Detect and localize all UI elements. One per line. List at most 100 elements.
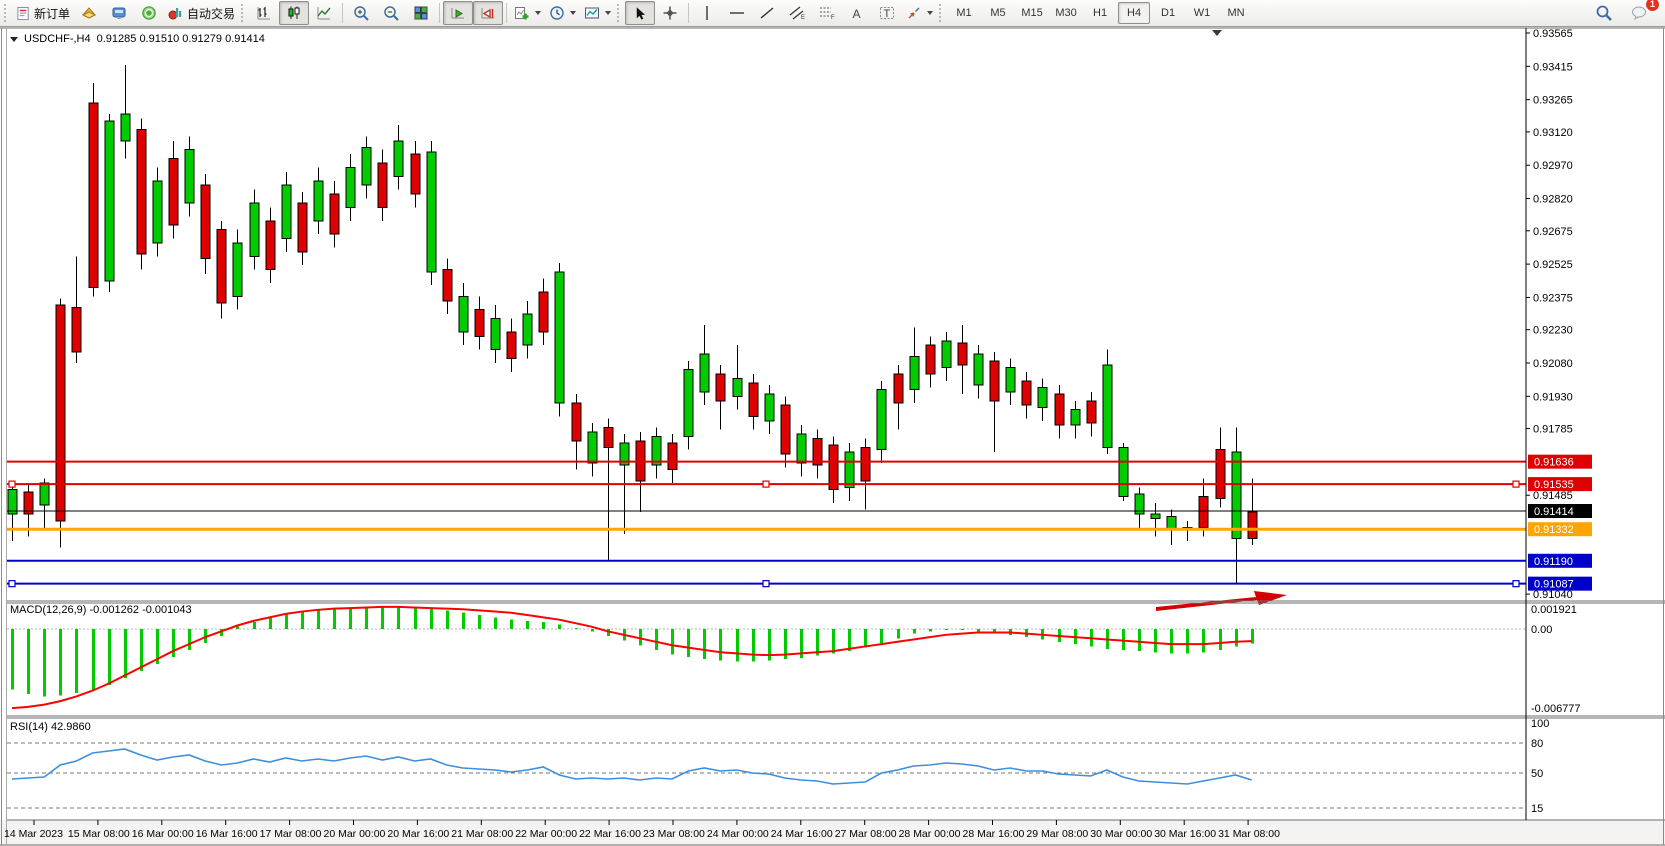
signals-button[interactable] bbox=[134, 1, 164, 25]
arrows-button[interactable] bbox=[902, 1, 937, 25]
community-button[interactable] bbox=[74, 1, 104, 25]
timeframe-toolbar: M1 M5 M15 M30 H1 H4 D1 W1 MN bbox=[947, 2, 1253, 24]
time-axis-strip[interactable] bbox=[0, 820, 1665, 846]
chart-title: USDCHF-,H4 0.91285 0.91510 0.91279 0.914… bbox=[10, 33, 265, 45]
candle-body bbox=[603, 426, 614, 448]
timeframe-button-mn[interactable]: MN bbox=[1227, 7, 1245, 19]
fibonacci-button[interactable]: F bbox=[812, 1, 842, 25]
text-button[interactable]: A bbox=[842, 1, 872, 25]
price-tick-label: 0.91785 bbox=[1533, 424, 1573, 436]
periods-button[interactable] bbox=[545, 1, 580, 25]
time-tick-label: 27 Mar 08:00 bbox=[835, 828, 897, 840]
time-tick-label: 24 Mar 00:00 bbox=[707, 828, 769, 840]
candle-body bbox=[297, 202, 308, 253]
hline-handle[interactable] bbox=[1512, 480, 1520, 488]
cursor-button[interactable] bbox=[625, 1, 656, 25]
auto-scroll-button[interactable] bbox=[443, 1, 474, 25]
timeframe-button-m1[interactable]: M1 bbox=[956, 7, 972, 19]
hline-handle[interactable] bbox=[8, 480, 16, 488]
price-tag bbox=[1528, 553, 1592, 568]
candle-body bbox=[699, 353, 710, 393]
bars-chart-button[interactable] bbox=[249, 1, 279, 25]
crosshair-button[interactable] bbox=[655, 1, 685, 25]
templates-button[interactable] bbox=[580, 1, 615, 25]
timeframe-button-w1[interactable]: W1 bbox=[1193, 7, 1211, 19]
candlesticks bbox=[7, 65, 1258, 583]
candle-body bbox=[104, 120, 115, 282]
macd-indicator-label: MACD(12,26,9) -0.001262 -0.001043 bbox=[10, 604, 192, 616]
toolbar: 新订单 自动交易 bbox=[0, 0, 1665, 27]
svg-text:A: A bbox=[853, 7, 861, 21]
search-button[interactable] bbox=[1589, 1, 1619, 25]
candle-body bbox=[506, 331, 517, 360]
candle-body bbox=[538, 291, 549, 333]
line-chart-button[interactable] bbox=[309, 1, 339, 25]
candle-body bbox=[329, 193, 340, 235]
price-tick-label: 0.93415 bbox=[1533, 61, 1573, 73]
line-chart-icon bbox=[316, 5, 332, 21]
auto-scroll-icon bbox=[450, 5, 466, 21]
timeframe-button-m30[interactable]: M30 bbox=[1055, 7, 1077, 19]
notifications-button[interactable]: 1 bbox=[1625, 0, 1660, 25]
toolbar-separator bbox=[342, 3, 344, 23]
price-axis[interactable]: 0.93565 0.93415 0.93265 0.93120 0.92970 0.928… bbox=[1526, 28, 1573, 601]
macd-axis[interactable]: 0.001921 0.00 -0.006777 bbox=[1531, 604, 1581, 715]
hline-handle[interactable] bbox=[762, 480, 770, 488]
rsi-tick-label: 100 bbox=[1531, 718, 1549, 730]
dropdown-arrow-icon bbox=[927, 11, 934, 15]
candle-body bbox=[136, 129, 147, 255]
candle-body bbox=[860, 446, 871, 482]
chart-canvas[interactable]: 0.93565 0.93415 0.93265 0.93120 0.92970 0.928… bbox=[0, 27, 1665, 846]
candle-body bbox=[1247, 511, 1258, 540]
timeframe-button-m5[interactable]: M5 bbox=[990, 7, 1006, 19]
panel-frame bbox=[0, 27, 1665, 846]
chevron-down-icon[interactable] bbox=[10, 36, 18, 42]
candle-body bbox=[732, 378, 743, 397]
time-tick-label: 14 Mar 2023 bbox=[4, 828, 63, 840]
macd-tick-label: 0.00 bbox=[1531, 624, 1552, 636]
candle-body bbox=[780, 404, 791, 455]
candle-body bbox=[71, 306, 82, 353]
rsi-axis[interactable]: 100 80 50 15 bbox=[1531, 718, 1549, 815]
new-order-button[interactable]: 新订单 bbox=[12, 1, 74, 25]
candle-body bbox=[1037, 386, 1048, 408]
timeframe-button-m15[interactable]: M15 bbox=[1021, 7, 1043, 19]
hline-handle[interactable] bbox=[8, 580, 16, 588]
timeframe-button-h1[interactable]: H1 bbox=[1093, 7, 1108, 19]
toolbar-separator bbox=[688, 3, 690, 23]
chart-shift-button[interactable] bbox=[473, 1, 504, 25]
time-tick-label: 31 Mar 08:00 bbox=[1218, 828, 1280, 840]
indicators-button[interactable] bbox=[510, 1, 545, 25]
trendline-button[interactable] bbox=[752, 1, 782, 25]
notification-badge: 1 bbox=[1645, 0, 1660, 12]
price-tick-label: 0.92525 bbox=[1533, 259, 1573, 271]
autotrade-button[interactable]: 自动交易 bbox=[164, 1, 239, 25]
horizontal-line-button[interactable] bbox=[722, 1, 752, 25]
price-tick-label: 0.93565 bbox=[1533, 28, 1573, 40]
channel-button[interactable]: E bbox=[782, 1, 812, 25]
new-order-label: 新订单 bbox=[34, 6, 71, 21]
rsi-tick-label: 80 bbox=[1531, 738, 1543, 750]
candles-chart-button[interactable] bbox=[279, 1, 310, 25]
candle-body bbox=[1166, 515, 1177, 531]
time-tick-label: 30 Mar 16:00 bbox=[1154, 828, 1216, 840]
tile-windows-button[interactable] bbox=[406, 1, 436, 25]
vertical-line-button[interactable] bbox=[692, 1, 722, 25]
text-label-button[interactable]: T bbox=[872, 1, 902, 25]
zoom-in-button[interactable] bbox=[346, 1, 376, 25]
timeframe-button-d1[interactable]: D1 bbox=[1161, 7, 1176, 19]
market-button[interactable] bbox=[104, 1, 134, 25]
price-tag bbox=[1528, 454, 1592, 469]
time-tick-label: 22 Mar 16:00 bbox=[579, 828, 641, 840]
price-tick-label: 0.93120 bbox=[1533, 127, 1573, 139]
hline-handle[interactable] bbox=[762, 580, 770, 588]
candle-body bbox=[39, 482, 50, 506]
toolbar-grip bbox=[4, 4, 9, 22]
candle-body bbox=[313, 180, 324, 222]
zoom-out-button[interactable] bbox=[376, 1, 406, 25]
hline-handle[interactable] bbox=[1512, 580, 1520, 588]
market-icon bbox=[111, 5, 127, 21]
timeframe-button-h4[interactable]: H4 bbox=[1118, 2, 1151, 24]
time-axis[interactable]: 14 Mar 2023 15 Mar 08:00 16 Mar 00:00 16 Ma… bbox=[4, 820, 1280, 840]
chart-shift-marker[interactable] bbox=[1212, 30, 1222, 36]
